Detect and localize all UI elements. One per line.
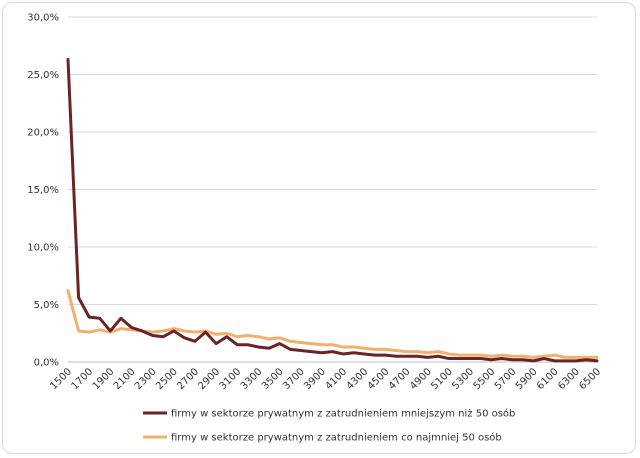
y-tick-label: 30,0% xyxy=(27,13,59,24)
series-line-2 xyxy=(66,289,599,359)
legend-label-2: firmy w sektorze prywatnym z zatrudnieni… xyxy=(171,432,502,444)
x-tick-label: 5900 xyxy=(514,366,540,392)
x-tick-label: 2500 xyxy=(154,366,180,392)
x-tick-label: 3900 xyxy=(302,366,328,392)
y-tick-label: 0,0% xyxy=(34,358,59,369)
x-tick-label: 3100 xyxy=(218,366,244,392)
x-tick-label: 2700 xyxy=(175,366,201,392)
x-tick-label: 4500 xyxy=(366,366,392,392)
y-tick-label: 15,0% xyxy=(27,185,59,196)
y-tick-label: 20,0% xyxy=(27,128,59,139)
x-tick-label: 2100 xyxy=(112,366,138,392)
x-tick-label: 2300 xyxy=(133,366,159,392)
x-tick-label: 5300 xyxy=(450,366,476,392)
x-tick-label: 3500 xyxy=(260,366,286,392)
series-line-1 xyxy=(66,58,599,363)
x-tick-label: 5700 xyxy=(493,366,519,392)
x-tick-label: 4300 xyxy=(345,366,371,392)
legend-label-1: firmy w sektorze prywatnym z zatrudnieni… xyxy=(171,408,515,420)
y-tick-label: 25,0% xyxy=(27,70,59,81)
x-tick-label: 6300 xyxy=(556,366,582,392)
x-tick-label: 4900 xyxy=(408,366,434,392)
x-tick-label: 1500 xyxy=(48,366,74,392)
x-tick-label: 5500 xyxy=(472,366,498,392)
x-tick-label: 5100 xyxy=(429,366,455,392)
x-tick-label: 1700 xyxy=(70,366,96,392)
x-tick-label: 3700 xyxy=(281,366,307,392)
x-tick-label: 1900 xyxy=(91,366,117,392)
x-tick-label: 3300 xyxy=(239,366,265,392)
y-tick-label: 5,0% xyxy=(34,300,59,311)
x-tick-label: 6500 xyxy=(577,366,603,392)
x-tick-label: 2900 xyxy=(196,366,222,392)
x-tick-label: 6100 xyxy=(535,366,561,392)
x-tick-label: 4100 xyxy=(323,366,349,392)
x-tick-label: 4700 xyxy=(387,366,413,392)
y-tick-label: 10,0% xyxy=(27,243,59,254)
chart-frame xyxy=(2,2,636,454)
